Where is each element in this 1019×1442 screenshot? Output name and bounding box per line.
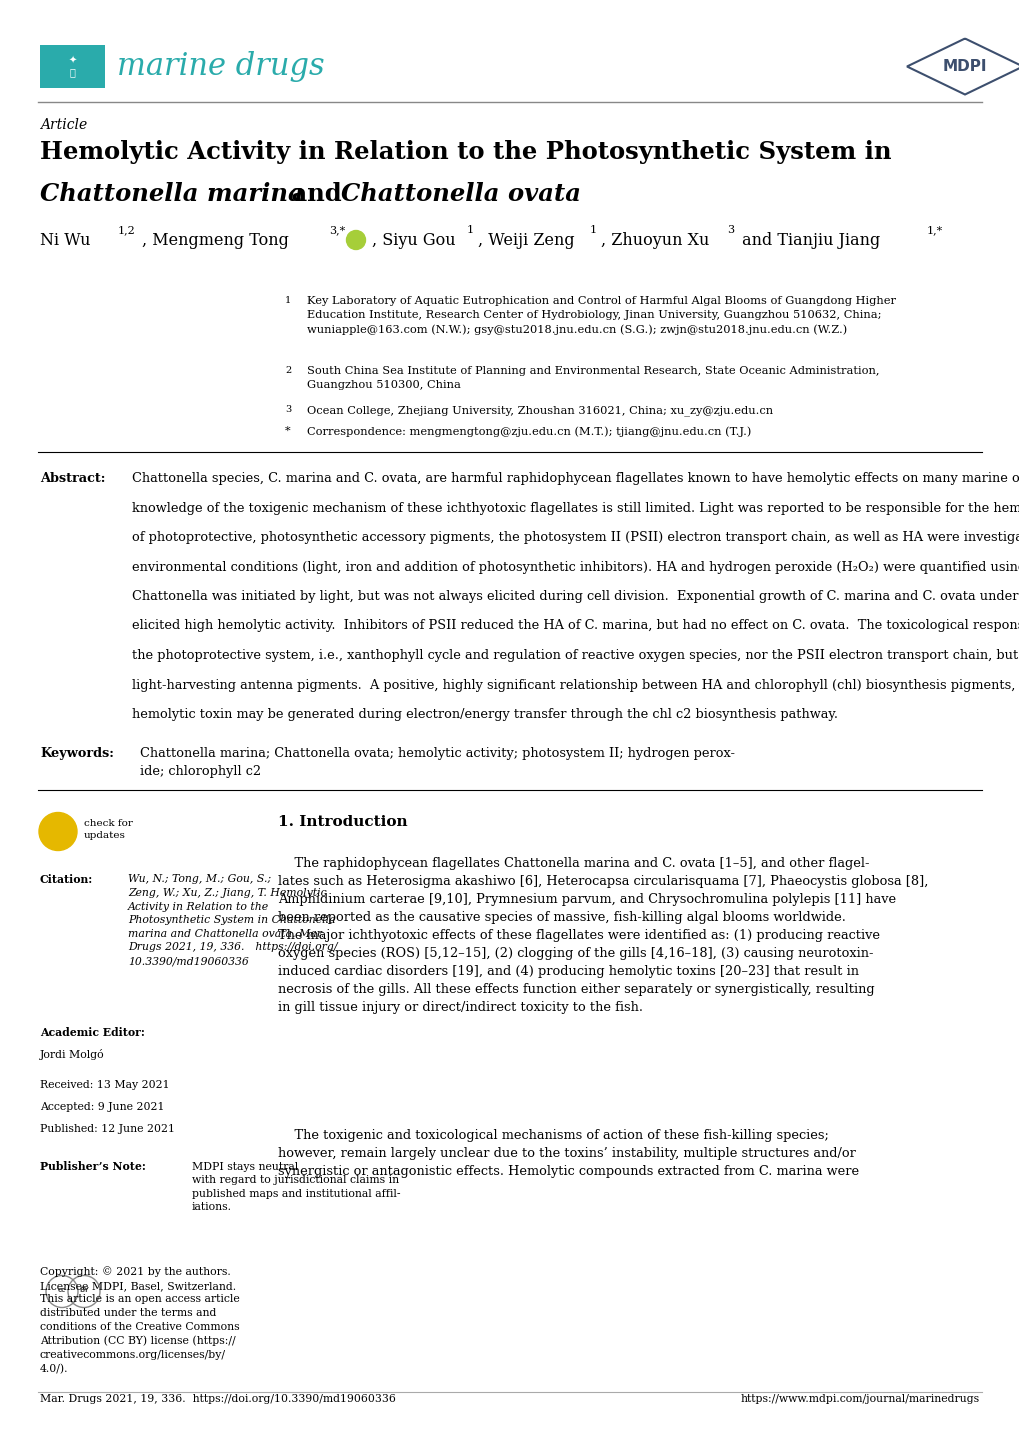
Text: Keywords:: Keywords: bbox=[40, 747, 114, 760]
Text: 2: 2 bbox=[284, 366, 291, 375]
Text: 3: 3 bbox=[727, 225, 734, 235]
Text: and: and bbox=[282, 182, 350, 206]
Text: 1,2: 1,2 bbox=[118, 225, 136, 235]
Text: Academic Editor:: Academic Editor: bbox=[40, 1027, 145, 1037]
Text: 1,*: 1,* bbox=[926, 225, 943, 235]
Text: Chattonella marina: Chattonella marina bbox=[40, 182, 304, 206]
Text: Ocean College, Zhejiang University, Zhoushan 316021, China; xu_zy@zju.edu.cn: Ocean College, Zhejiang University, Zhou… bbox=[307, 405, 772, 415]
Text: Chattonella species, C. marina and C. ovata, are harmful raphidophycean flagella: Chattonella species, C. marina and C. ov… bbox=[131, 472, 1019, 485]
FancyBboxPatch shape bbox=[40, 45, 105, 88]
Text: hemolytic toxin may be generated during electron/energy transfer through the chl: hemolytic toxin may be generated during … bbox=[131, 708, 838, 721]
Text: MDPI stays neutral
with regard to jurisdictional claims in
published maps and in: MDPI stays neutral with regard to jurisd… bbox=[192, 1161, 400, 1213]
Text: Article: Article bbox=[40, 118, 88, 133]
Text: 1: 1 bbox=[284, 296, 291, 306]
Text: the photoprotective system, i.e., xanthophyll cycle and regulation of reactive o: the photoprotective system, i.e., xantho… bbox=[131, 649, 1019, 662]
Text: cc: cc bbox=[58, 1286, 66, 1292]
Text: South China Sea Institute of Planning and Environmental Research, State Oceanic : South China Sea Institute of Planning an… bbox=[307, 366, 878, 389]
Text: Abstract:: Abstract: bbox=[40, 472, 105, 485]
Text: Chattonella marina; Chattonella ovata; hemolytic activity; photosystem II; hydro: Chattonella marina; Chattonella ovata; h… bbox=[140, 747, 735, 779]
Text: 3,*: 3,* bbox=[329, 225, 344, 235]
Text: Wu, N.; Tong, M.; Gou, S.;
Zeng, W.; Xu, Z.; Jiang, T. Hemolytic
Activity in Rel: Wu, N.; Tong, M.; Gou, S.; Zeng, W.; Xu,… bbox=[127, 874, 337, 966]
Text: check for
updates: check for updates bbox=[84, 819, 132, 841]
Text: https://www.mdpi.com/journal/marinedrugs: https://www.mdpi.com/journal/marinedrugs bbox=[740, 1394, 979, 1405]
Text: The raphidophycean flagellates Chattonella marina and C. ovata [1–5], and other : The raphidophycean flagellates Chattonel… bbox=[278, 857, 927, 1014]
Text: Key Laboratory of Aquatic Eutrophication and Control of Harmful Algal Blooms of : Key Laboratory of Aquatic Eutrophication… bbox=[307, 296, 895, 335]
Text: , Siyu Gou: , Siyu Gou bbox=[372, 232, 461, 249]
Text: and Tianjiu Jiang: and Tianjiu Jiang bbox=[737, 232, 884, 249]
Text: Mar. Drugs 2021, 19, 336.  https://doi.org/10.3390/md19060336: Mar. Drugs 2021, 19, 336. https://doi.or… bbox=[40, 1394, 395, 1405]
Text: iD: iD bbox=[352, 238, 360, 242]
Text: of photoprotective, photosynthetic accessory pigments, the photosystem II (PSII): of photoprotective, photosynthetic acces… bbox=[131, 531, 1019, 544]
Text: Publisher’s Note:: Publisher’s Note: bbox=[40, 1161, 146, 1172]
Text: ✓: ✓ bbox=[52, 823, 64, 839]
Text: environmental conditions (light, iron and addition of photosynthetic inhibitors): environmental conditions (light, iron an… bbox=[131, 561, 1019, 574]
Text: 1. Introduction: 1. Introduction bbox=[278, 815, 408, 829]
Circle shape bbox=[39, 812, 76, 851]
Text: knowledge of the toxigenic mechanism of these ichthyotoxic flagellates is still : knowledge of the toxigenic mechanism of … bbox=[131, 502, 1019, 515]
Text: 1: 1 bbox=[589, 225, 596, 235]
Text: Accepted: 9 June 2021: Accepted: 9 June 2021 bbox=[40, 1102, 164, 1112]
Text: Copyright: © 2021 by the authors.
Licensee MDPI, Basel, Switzerland.
This articl: Copyright: © 2021 by the authors. Licens… bbox=[40, 1266, 239, 1374]
Text: 1: 1 bbox=[467, 225, 474, 235]
Text: Received: 13 May 2021: Received: 13 May 2021 bbox=[40, 1080, 169, 1090]
Text: Ni Wu: Ni Wu bbox=[40, 232, 96, 249]
Text: MDPI: MDPI bbox=[942, 59, 986, 74]
Text: *: * bbox=[284, 425, 290, 435]
Text: marine drugs: marine drugs bbox=[117, 50, 324, 82]
Text: Chattonella ovata: Chattonella ovata bbox=[340, 182, 581, 206]
Text: Published: 12 June 2021: Published: 12 June 2021 bbox=[40, 1123, 175, 1133]
Text: Jordi Molgó: Jordi Molgó bbox=[40, 1050, 105, 1060]
Circle shape bbox=[346, 231, 365, 249]
Text: Citation:: Citation: bbox=[40, 874, 93, 885]
Text: ✦
〜: ✦ 〜 bbox=[68, 56, 76, 78]
Text: Hemolytic Activity in Relation to the Photosynthetic System in: Hemolytic Activity in Relation to the Ph… bbox=[40, 140, 891, 164]
Text: , Weiji Zeng: , Weiji Zeng bbox=[478, 232, 579, 249]
Text: light-harvesting antenna pigments.  A positive, highly significant relationship : light-harvesting antenna pigments. A pos… bbox=[131, 679, 1019, 692]
Text: elicited high hemolytic activity.  Inhibitors of PSII reduced the HA of C. marin: elicited high hemolytic activity. Inhibi… bbox=[131, 620, 1019, 633]
Text: BY: BY bbox=[79, 1286, 89, 1292]
Text: The toxigenic and toxicological mechanisms of action of these fish-killing speci: The toxigenic and toxicological mechanis… bbox=[278, 1129, 858, 1178]
Text: 3: 3 bbox=[284, 405, 291, 414]
Text: Correspondence: mengmengtong@zju.edu.cn (M.T.); tjiang@jnu.edu.cn (T.J.): Correspondence: mengmengtong@zju.edu.cn … bbox=[307, 425, 751, 437]
Text: Chattonella was initiated by light, but was not always elicited during cell divi: Chattonella was initiated by light, but … bbox=[131, 590, 1019, 603]
Text: , Mengmeng Tong: , Mengmeng Tong bbox=[142, 232, 293, 249]
Text: , Zhuoyun Xu: , Zhuoyun Xu bbox=[600, 232, 713, 249]
